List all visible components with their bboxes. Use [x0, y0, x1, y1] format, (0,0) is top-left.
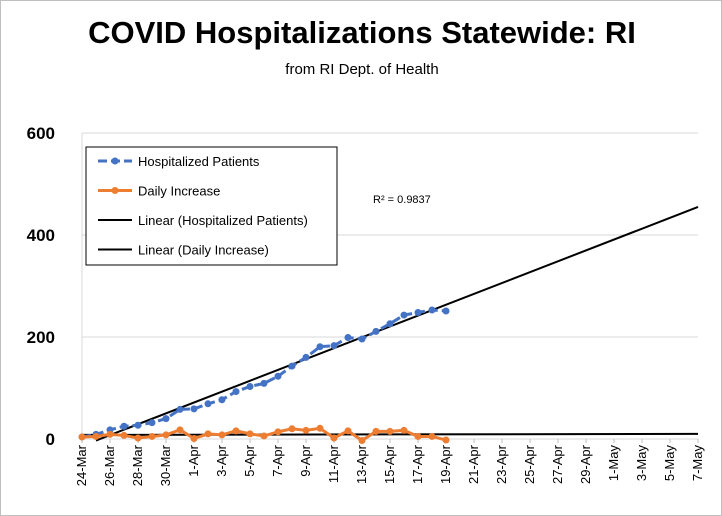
series-2-point [190, 434, 198, 442]
x-tick-label: 15-Apr [382, 444, 397, 484]
x-tick-label: 27-Apr [550, 444, 565, 484]
series-1-point [372, 327, 380, 335]
x-tick-label: 17-Apr [410, 444, 425, 484]
x-tick-label: 30-Mar [158, 444, 173, 486]
series-1-point [120, 422, 128, 430]
series-1-point [162, 415, 170, 423]
legend-label-4: Linear (Daily Increase) [138, 243, 269, 258]
series-2-point [92, 432, 100, 440]
x-tick-label: 23-Apr [494, 444, 509, 484]
series-2-point [302, 426, 310, 434]
series-2-point [204, 430, 212, 438]
chart-title: COVID Hospitalizations Statewide: RI [88, 15, 636, 50]
legend-label-3: Linear (Hospitalized Patients) [138, 213, 308, 228]
series-2-point [134, 434, 142, 442]
x-tick-label: 19-Apr [438, 444, 453, 484]
series-2-point [344, 427, 352, 435]
series-1-point [148, 419, 156, 427]
series-1-point [386, 320, 394, 328]
legend: Hospitalized Patients Daily Increase Linea… [85, 146, 338, 266]
series-1-point [134, 421, 142, 429]
series-2-point [232, 427, 240, 435]
y-tick-label: 200 [27, 328, 55, 347]
y-tick-label: 0 [46, 430, 55, 449]
series-1-point [358, 335, 366, 343]
series-1-point [428, 306, 436, 314]
x-tick-label: 3-Apr [214, 444, 229, 476]
series-1-point [260, 379, 268, 387]
series-2-point [330, 434, 338, 442]
x-tick-label: 13-Apr [354, 444, 369, 484]
series-2-point [162, 431, 170, 439]
x-tick-label: 11-Apr [326, 444, 341, 483]
series-2-point [414, 432, 422, 440]
series-2-point [372, 427, 380, 435]
x-tick-label: 25-Apr [522, 444, 537, 484]
series-2-point [386, 427, 394, 435]
x-tick-label: 1-May [606, 445, 621, 482]
series-1-point [176, 405, 184, 413]
x-axis-ticks: 24-Mar 26-Mar 28-Mar 30-Mar 1-Apr 3-Apr 5-Apr 7… [74, 439, 705, 486]
x-tick-label: 1-Apr [186, 444, 201, 476]
legend-box [85, 146, 338, 266]
series-2-point [148, 432, 156, 440]
x-tick-label: 26-Mar [102, 444, 117, 486]
series-1-point [316, 343, 324, 351]
x-tick-label: 5-May [662, 445, 677, 482]
x-tick-label: 7-May [690, 445, 705, 482]
chart-subtitle: from RI Dept. of Health [285, 61, 439, 78]
y-axis-ticks: 0 200 400 600 [27, 124, 55, 449]
series-2-point [218, 431, 226, 439]
series-layer [78, 206, 699, 445]
series-2-point [358, 437, 366, 445]
series-2-point [246, 430, 254, 438]
series-1-point [246, 382, 254, 390]
series-2-point [428, 432, 436, 440]
series-2-point [274, 428, 282, 436]
series-1-point [414, 309, 422, 317]
series-2-point [120, 431, 128, 439]
series-1-point [232, 388, 240, 396]
series-1-point [442, 307, 450, 315]
series-1-point [344, 334, 352, 342]
legend-marker-2 [111, 187, 119, 194]
y-tick-label: 600 [27, 124, 55, 143]
series-2-point [288, 425, 296, 433]
legend-label-2: Daily Increase [138, 184, 220, 199]
series-1-point [190, 405, 198, 413]
series-2-point [106, 430, 114, 438]
series-line-1 [81, 308, 447, 439]
x-tick-label: 24-Mar [74, 444, 89, 486]
x-tick-label: 9-Apr [298, 444, 313, 476]
series-1-point [288, 362, 296, 370]
series-2-point [442, 436, 450, 444]
r-squared-annotation: R² = 0.9837 [373, 194, 431, 206]
series-2-point [176, 426, 184, 434]
x-tick-label: 28-Mar [130, 444, 145, 486]
x-tick-label: 21-Apr [466, 444, 481, 484]
series-2-point [78, 433, 86, 441]
trendline-1 [95, 206, 699, 442]
series-1-point [330, 342, 338, 350]
series-1-point [204, 400, 212, 408]
series-2-point [260, 432, 268, 440]
x-tick-label: 3-May [634, 445, 649, 482]
series-1-point [218, 396, 226, 404]
series-2-point [316, 424, 324, 432]
y-tick-label: 400 [27, 226, 55, 245]
series-1-point [274, 372, 282, 380]
x-tick-label: 7-Apr [270, 444, 285, 476]
legend-marker-1 [111, 157, 119, 165]
series-1-point [302, 353, 310, 361]
x-tick-label: 5-Apr [242, 444, 257, 476]
series-1-point [400, 311, 408, 319]
series-2-point [400, 426, 408, 434]
x-tick-label: 29-Apr [578, 444, 593, 484]
legend-label-1: Hospitalized Patients [138, 154, 260, 169]
